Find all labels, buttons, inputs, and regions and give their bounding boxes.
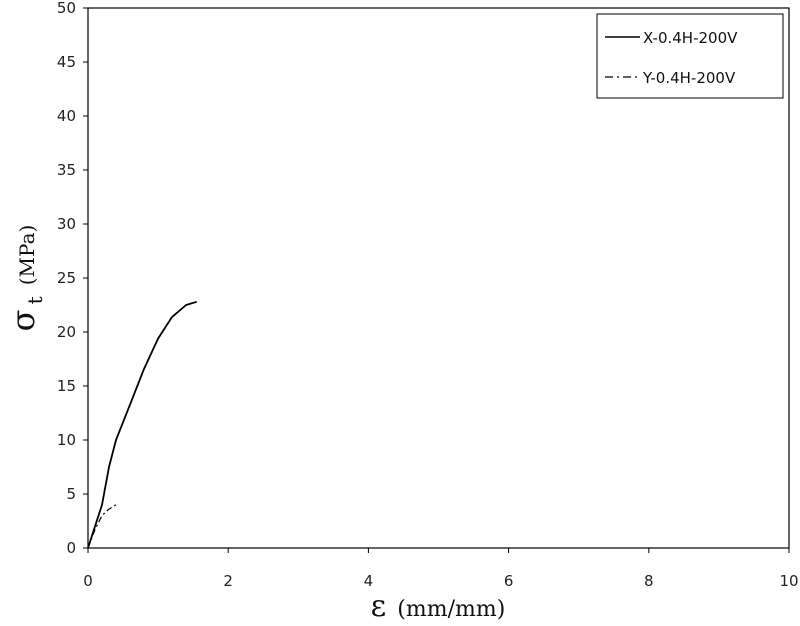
y-axis-symbol: σ	[4, 309, 42, 331]
y-tick-label: 50	[57, 0, 76, 17]
legend-label-series-2: Y-0.4H-200V	[642, 69, 736, 87]
y-tick-label: 15	[57, 377, 76, 395]
legend: X-0.4H-200V Y-0.4H-200V	[596, 13, 784, 99]
series-layer	[87, 300, 197, 549]
legend-label-series-1: X-0.4H-200V	[643, 29, 738, 47]
y-tick-label: 25	[57, 269, 76, 287]
y-axis-subscript: t	[23, 296, 47, 304]
x-axis-title: ε (mm/mm)	[371, 589, 506, 624]
y-tick-label: 5	[66, 485, 76, 503]
series-line-1	[87, 300, 197, 549]
x-tick-label: 8	[644, 572, 654, 590]
y-tick-label: 45	[57, 53, 76, 71]
x-axis-ticks: 0 2 4 6 8 10	[83, 548, 799, 590]
x-tick-label: 4	[364, 572, 374, 590]
x-tick-label: 0	[83, 572, 93, 590]
x-tick-label: 6	[504, 572, 514, 590]
x-axis-symbol: ε	[371, 589, 387, 624]
y-tick-label: 10	[57, 431, 76, 449]
y-axis-ticks: 0 5 10 15 20 25 30 35 40 45 50	[57, 0, 88, 557]
y-axis-unit: (MPa)	[15, 225, 39, 286]
y-axis-title: σ t (MPa)	[4, 225, 47, 332]
series-line-2	[87, 504, 117, 549]
y-tick-label: 20	[57, 323, 76, 341]
y-tick-label: 30	[57, 215, 76, 233]
y-tick-label: 0	[66, 539, 76, 557]
x-axis-unit: (mm/mm)	[397, 597, 505, 622]
y-tick-label: 40	[57, 107, 76, 125]
y-tick-label: 35	[57, 161, 76, 179]
x-tick-label: 2	[223, 572, 233, 590]
legend-box	[596, 13, 784, 99]
x-tick-label: 10	[779, 572, 798, 590]
